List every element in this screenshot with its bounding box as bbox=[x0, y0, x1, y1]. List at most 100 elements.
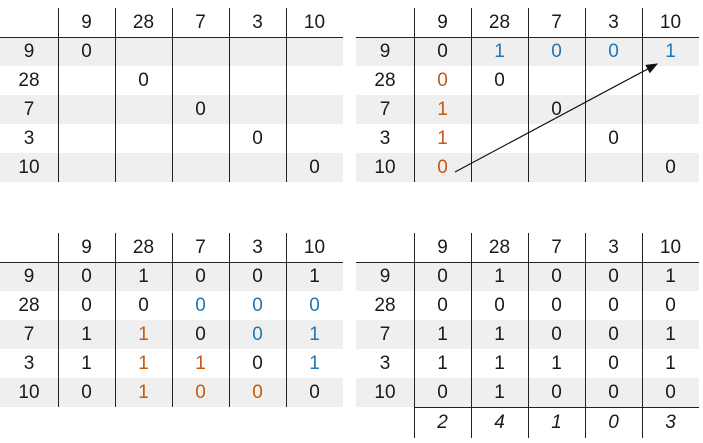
matrix-cell: 0 bbox=[665, 157, 676, 178]
header-row: 9 28 7 3 10 bbox=[356, 233, 699, 262]
matrix-cell: 0 bbox=[437, 266, 448, 287]
matrix-cell: 0 bbox=[665, 382, 676, 403]
matrix-row: 9 0 1 0 0 1 bbox=[356, 262, 699, 291]
column-divider bbox=[471, 8, 472, 182]
matrix-row: 9 0 1 0 0 1 bbox=[356, 37, 699, 66]
matrix-cell: 0 bbox=[665, 295, 676, 316]
matrix-cell: 0 bbox=[551, 295, 562, 316]
row-label: 9 bbox=[379, 266, 391, 287]
row-label: 28 bbox=[374, 70, 396, 91]
row-label: 7 bbox=[379, 99, 391, 120]
matrix-cell: 0 bbox=[309, 382, 320, 403]
matrix-cell: 1 bbox=[309, 353, 320, 374]
column-header: 7 bbox=[195, 237, 206, 258]
matrix-cell: 0 bbox=[437, 382, 448, 403]
column-header: 7 bbox=[195, 12, 206, 33]
column-divider bbox=[414, 8, 415, 182]
matrix-cell: 0 bbox=[608, 353, 619, 374]
matrix-cell: 0 bbox=[309, 157, 320, 178]
row-label: 10 bbox=[18, 157, 40, 178]
matrix-cell: 1 bbox=[665, 324, 676, 345]
header-divider bbox=[0, 37, 343, 38]
matrix-cell: 0 bbox=[608, 382, 619, 403]
matrix-row: 10 0 0 bbox=[356, 153, 699, 182]
column-header: 10 bbox=[303, 12, 326, 33]
matrix-row: 3 1 0 bbox=[356, 124, 699, 153]
matrix-row: 9 0 1 0 0 1 bbox=[0, 262, 343, 291]
row-label: 9 bbox=[379, 41, 391, 62]
matrix-cell: 1 bbox=[138, 382, 149, 403]
column-divider bbox=[286, 8, 287, 182]
matrix-row: 7 1 1 0 0 1 bbox=[356, 320, 699, 349]
row-label: 9 bbox=[23, 41, 35, 62]
row-label: 7 bbox=[23, 99, 35, 120]
column-divider bbox=[528, 8, 529, 182]
column-header: 3 bbox=[252, 12, 263, 33]
matrix-row: 7 1 0 bbox=[356, 95, 699, 124]
matrix-cell: 0 bbox=[195, 295, 206, 316]
arrow-line bbox=[454, 63, 659, 173]
column-header: 28 bbox=[132, 12, 155, 33]
matrix-cell: 1 bbox=[437, 99, 448, 120]
column-divider bbox=[115, 233, 116, 407]
column-sum: 4 bbox=[494, 412, 505, 433]
matrix-cell: 0 bbox=[195, 99, 206, 120]
column-header: 7 bbox=[551, 12, 562, 33]
matrix-cell: 0 bbox=[551, 41, 562, 62]
matrix-cell: 0 bbox=[252, 324, 263, 345]
column-divider bbox=[58, 233, 59, 407]
matrix-cell: 0 bbox=[252, 295, 263, 316]
matrix-cell: 0 bbox=[195, 324, 206, 345]
matrix-cell: 0 bbox=[608, 324, 619, 345]
column-sum: 3 bbox=[665, 412, 676, 433]
matrix-cell: 0 bbox=[608, 266, 619, 287]
matrix-row: 10 0 1 0 0 0 bbox=[356, 378, 699, 407]
column-sum: 1 bbox=[551, 412, 562, 433]
column-header: 28 bbox=[488, 237, 511, 258]
matrix-cell: 1 bbox=[81, 353, 92, 374]
row-label: 3 bbox=[23, 353, 35, 374]
row-label: 3 bbox=[23, 128, 35, 149]
matrix-cell: 0 bbox=[81, 266, 92, 287]
matrix-cell: 0 bbox=[494, 295, 505, 316]
matrix-cell: 1 bbox=[494, 382, 505, 403]
matrix-cell: 1 bbox=[81, 324, 92, 345]
matrix-row: 3 1 1 1 0 1 bbox=[0, 349, 343, 378]
column-header: 10 bbox=[659, 237, 682, 258]
matrix-row: 28 0 0 bbox=[356, 66, 699, 95]
row-label: 10 bbox=[18, 382, 40, 403]
matrix-cell: 1 bbox=[309, 324, 320, 345]
matrix-cell: 1 bbox=[494, 324, 505, 345]
header-row: 9 28 7 3 10 bbox=[0, 8, 343, 37]
matrix-cell: 0 bbox=[608, 41, 619, 62]
row-label: 3 bbox=[379, 353, 391, 374]
matrix-row: 7 1 1 0 0 1 bbox=[0, 320, 343, 349]
row-label: 10 bbox=[374, 382, 396, 403]
matrix-cell: 0 bbox=[437, 70, 448, 91]
matrix-cell: 0 bbox=[252, 382, 263, 403]
column-divider bbox=[585, 233, 586, 438]
matrix-cell: 0 bbox=[81, 382, 92, 403]
column-header: 3 bbox=[252, 237, 263, 258]
matrix-row: 10 0 1 0 0 0 bbox=[0, 378, 343, 407]
header-divider bbox=[0, 262, 343, 263]
column-header: 9 bbox=[81, 12, 92, 33]
column-sum: 0 bbox=[608, 412, 619, 433]
column-header: 10 bbox=[659, 12, 682, 33]
matrix-cell: 1 bbox=[195, 353, 206, 374]
matrix-cell: 0 bbox=[252, 353, 263, 374]
column-divider bbox=[172, 233, 173, 407]
header-divider bbox=[356, 262, 699, 263]
matrix-cell: 1 bbox=[138, 353, 149, 374]
matrix-cell: 0 bbox=[309, 295, 320, 316]
column-divider bbox=[172, 8, 173, 182]
column-divider bbox=[528, 233, 529, 438]
row-label: 28 bbox=[374, 295, 396, 316]
header-divider bbox=[356, 37, 699, 38]
column-header: 28 bbox=[132, 237, 155, 258]
row-label: 7 bbox=[379, 324, 391, 345]
matrix-cell: 0 bbox=[551, 266, 562, 287]
column-divider bbox=[229, 8, 230, 182]
row-label: 9 bbox=[23, 266, 35, 287]
